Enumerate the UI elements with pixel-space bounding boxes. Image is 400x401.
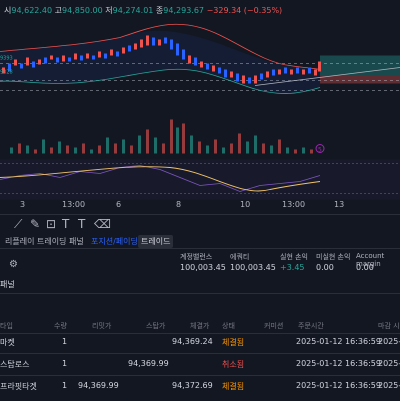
band-lower (0, 68, 321, 94)
status-badge: 취소됨 (222, 360, 245, 369)
column-header[interactable]: 마감 시간 (378, 322, 400, 330)
table-row[interactable]: 마켓 1 94,369.24 체결됨 2025-01-12 16:36:59 2… (0, 337, 400, 351)
delete-icon[interactable]: ⌫ (94, 217, 111, 231)
text-icon[interactable]: T (78, 217, 86, 231)
status-badge: 체결됨 (222, 338, 245, 347)
order-type: 스탑로스 (0, 360, 30, 369)
order-close-time: 2025-0 (378, 337, 400, 346)
margin-value: 0.00 (356, 263, 374, 272)
order-time: 2025-01-12 16:36:59 (296, 359, 381, 368)
ohlc-readout: 시94,622.40 고94,850.00 저94,274.01 종94,293… (4, 5, 282, 16)
time-tick: 13:00 (62, 200, 86, 209)
column-header[interactable]: 타입 (0, 322, 13, 330)
time-tick: 6 (116, 200, 122, 209)
order-type: 마켓 (0, 338, 15, 347)
order-stop: 94,369.99 (128, 359, 169, 368)
column-header[interactable]: 상태 (222, 322, 235, 330)
time-tick: 10 (240, 200, 251, 209)
status-badge: 체결됨 (222, 382, 245, 391)
band-upper (0, 23, 321, 70)
order-qty: 1 (62, 359, 68, 368)
realized-value: +3.45 (280, 263, 305, 272)
column-header[interactable]: 리밋가 (92, 322, 112, 330)
order-fill: 94,369.24 (172, 337, 213, 346)
candles (2, 35, 321, 84)
brush-icon[interactable]: ✎ (30, 217, 41, 231)
table-row[interactable]: 프라핏타겟 1 94,369.99 94,372.69 체결됨 2025-01-… (0, 381, 400, 395)
panel-tabs: 리플레이 트레이딩 패널 포지션/페이딩 트레이드 (0, 234, 400, 248)
price-marker-1: 9393 (0, 56, 13, 62)
time-tick: 13:00 (282, 200, 306, 209)
price-marker-2: 9328 (0, 70, 13, 76)
open-value: 94,622.40 (11, 6, 53, 15)
position-loss-zone (320, 75, 400, 84)
time-tick: 3 (20, 200, 26, 209)
ruler-icon[interactable]: ⟋ (14, 217, 23, 231)
tab-positions[interactable]: 포지션/페이딩 (91, 237, 138, 246)
band-fill (0, 30, 320, 94)
unrealized-label: 미실현 손익 (316, 253, 351, 261)
order-limit: 94,369.99 (78, 381, 119, 390)
replay-marker-label: 5 (318, 147, 322, 154)
close-value: 94,293.67 (163, 6, 205, 15)
margin-label: Account margin (356, 252, 385, 268)
order-qty: 1 (62, 381, 68, 390)
column-header[interactable]: 수량 (54, 322, 67, 330)
column-header[interactable]: 주문시간 (298, 322, 324, 330)
high-label: 고 (54, 6, 63, 15)
price-chart[interactable]: 5 9393 9328 (0, 0, 400, 215)
orders-table-header: 타입 수량 리밋가 스탑가 체결가 상태 커미션 주문시간 마감 시간 (0, 321, 400, 333)
open-label: 시 (4, 6, 12, 15)
balance-label: 계정밸런스 (180, 253, 213, 261)
indicator-signal-line (0, 166, 321, 192)
tab-replay-panel[interactable]: 리플레이 트레이딩 패널 (5, 237, 84, 246)
order-close-time: 2025-0 (378, 359, 400, 368)
section-title: 패널 (0, 280, 15, 289)
order-time: 2025-01-12 16:36:59 (296, 381, 381, 390)
divider (0, 353, 400, 354)
close-label: 종 (155, 6, 164, 15)
time-tick: 13 (334, 200, 345, 209)
divider (0, 333, 400, 334)
order-close-time: 2025-0 (378, 381, 400, 390)
trend-line (254, 67, 400, 86)
time-axis: 3 13:00 6 8 10 13:00 13 (0, 199, 400, 213)
low-value: 94,274.01 (112, 6, 154, 15)
column-header[interactable]: 커미션 (264, 322, 284, 330)
order-time: 2025-01-12 16:36:59 (296, 337, 381, 346)
tab-trade[interactable]: 트레이드 (138, 235, 174, 248)
unrealized-value: 0.00 (316, 263, 334, 272)
order-type: 프라핏타겟 (0, 382, 37, 391)
gear-icon[interactable]: ⚙ (9, 259, 18, 270)
low-label: 저 (105, 6, 113, 15)
drawing-toolbar: ⟋ ✎ ⊡ T T ⌫ (0, 214, 400, 235)
volume-bars (10, 119, 313, 154)
balance-value: 100,003.45 (180, 263, 226, 272)
measure-icon[interactable]: ⊡ (46, 217, 57, 231)
order-fill: 94,372.69 (172, 381, 213, 390)
trading-panel: ⚙ 계정밸런스 100,003.45 에쿼티 100,003.45 실현 손익 … (0, 248, 400, 401)
equity-value: 100,003.45 (230, 263, 276, 272)
divider (0, 293, 400, 294)
indicator-pane (0, 159, 400, 200)
equity-label: 에쿼티 (230, 253, 250, 261)
divider (0, 375, 400, 376)
high-value: 94,850.00 (62, 6, 103, 15)
indicator-line (0, 165, 321, 192)
table-row[interactable]: 스탑로스 1 94,369.99 취소됨 2025-01-12 16:36:59… (0, 359, 400, 373)
order-qty: 1 (62, 337, 68, 346)
column-header[interactable]: 스탑가 (146, 322, 166, 330)
replay-marker[interactable] (315, 144, 325, 153)
change-value: −329.34 (−0.35%) (206, 6, 283, 15)
position-profit-zone (320, 55, 400, 76)
time-tick: 8 (176, 200, 182, 209)
realized-label: 실현 손익 (280, 253, 308, 261)
column-header[interactable]: 체결가 (190, 322, 210, 330)
text-icon[interactable]: T (62, 217, 70, 231)
